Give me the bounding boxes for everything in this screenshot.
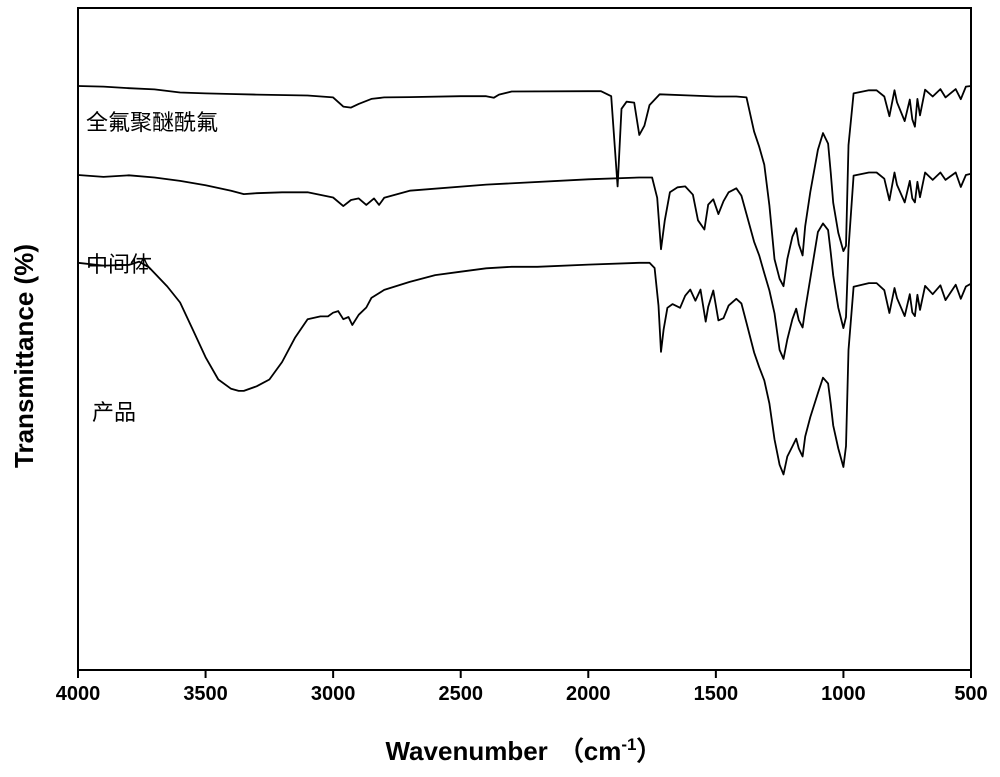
series-label-1: 全氟聚醚酰氟 xyxy=(86,111,218,136)
x-axis-ticks xyxy=(78,670,971,678)
spectrum-line-2 xyxy=(78,173,971,359)
x-axis-tick-labels: 4000 3500 3000 2500 2000 1500 1000 500 xyxy=(56,683,988,705)
x-axis-unit-superscript: -1 xyxy=(621,735,636,754)
x-axis-unit: （cm xyxy=(558,736,622,766)
x-axis-label: Wavenumber xyxy=(385,736,547,766)
x-tick-label: 3000 xyxy=(311,683,356,705)
series-label-3: 产品 xyxy=(92,401,136,426)
spectrum-line-3 xyxy=(78,262,971,475)
series-labels: 全氟聚醚酰氟中间体产品 xyxy=(86,111,218,426)
x-tick-label: 3500 xyxy=(183,683,228,705)
series-label-2: 中间体 xyxy=(86,253,152,278)
x-tick-label: 500 xyxy=(954,683,987,705)
ftir-chart: 4000 3500 3000 2500 2000 1500 1000 500 全氟聚醚酰氟中间… xyxy=(0,0,1000,777)
x-tick-label: 2500 xyxy=(438,683,483,705)
spectra-traces xyxy=(78,86,971,474)
plot-frame xyxy=(78,8,971,670)
x-tick-label: 1500 xyxy=(694,683,739,705)
x-axis-title: Wavenumber （cm-1） xyxy=(385,735,662,766)
x-tick-label: 1000 xyxy=(821,683,866,705)
y-axis-title: Transmittance (%) xyxy=(9,244,39,468)
x-axis-unit-close: ） xyxy=(637,736,663,766)
x-tick-label: 2000 xyxy=(566,683,611,705)
x-tick-label: 4000 xyxy=(56,683,101,705)
